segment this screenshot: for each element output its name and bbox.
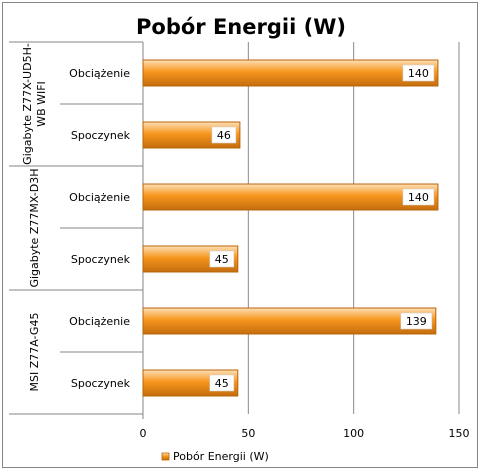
data-label-box [209, 374, 235, 392]
category-label: Obciążenie [69, 67, 130, 80]
data-label: 140 [408, 67, 429, 80]
bar [142, 245, 239, 273]
x-tick-label: 50 [241, 427, 255, 440]
x-tick-label: 0 [140, 427, 147, 440]
bar [142, 183, 439, 211]
bar [142, 59, 439, 87]
data-label: 45 [215, 253, 229, 266]
group-label-line: Gigabyte Z77MX-D3H [28, 168, 41, 287]
data-label-box [211, 126, 237, 144]
chart-title: Pobór Energii (W) [136, 15, 346, 39]
data-label: 46 [217, 129, 231, 142]
x-tick-label: 150 [449, 427, 470, 440]
category-label: Spoczynek [71, 253, 131, 266]
data-label: 139 [406, 315, 427, 328]
x-tick-label: 100 [343, 427, 364, 440]
category-label: Spoczynek [71, 129, 131, 142]
data-label: 140 [408, 191, 429, 204]
legend-entry: Pobór Energii (W) [173, 450, 269, 463]
data-label-box [402, 64, 435, 82]
legend: Pobór Energii (W) [161, 450, 269, 463]
data-label-box [209, 250, 235, 268]
bar [142, 307, 437, 335]
plot-area: Gigabyte Z77X-UD5H-WB WIFI Obciążenie 140 S… [9, 41, 470, 440]
group-label: Gigabyte Z77MX-D3H [28, 168, 41, 287]
data-label: 45 [215, 377, 229, 390]
data-label-box [402, 188, 435, 206]
group-label: MSI Z77A-G45 [28, 313, 41, 392]
group-label: Gigabyte Z77X-UD5H-WB WIFI [21, 43, 48, 165]
group-label-line: MSI Z77A-G45 [28, 313, 41, 392]
category-label: Obciążenie [69, 191, 130, 204]
category-label: Obciążenie [69, 315, 130, 328]
group-label-line: Gigabyte Z77X-UD5H- [21, 43, 34, 165]
legend-swatch [161, 452, 170, 461]
group-label-line: WB WIFI [35, 81, 48, 127]
data-label-box [400, 312, 433, 330]
category-label: Spoczynek [71, 377, 131, 390]
